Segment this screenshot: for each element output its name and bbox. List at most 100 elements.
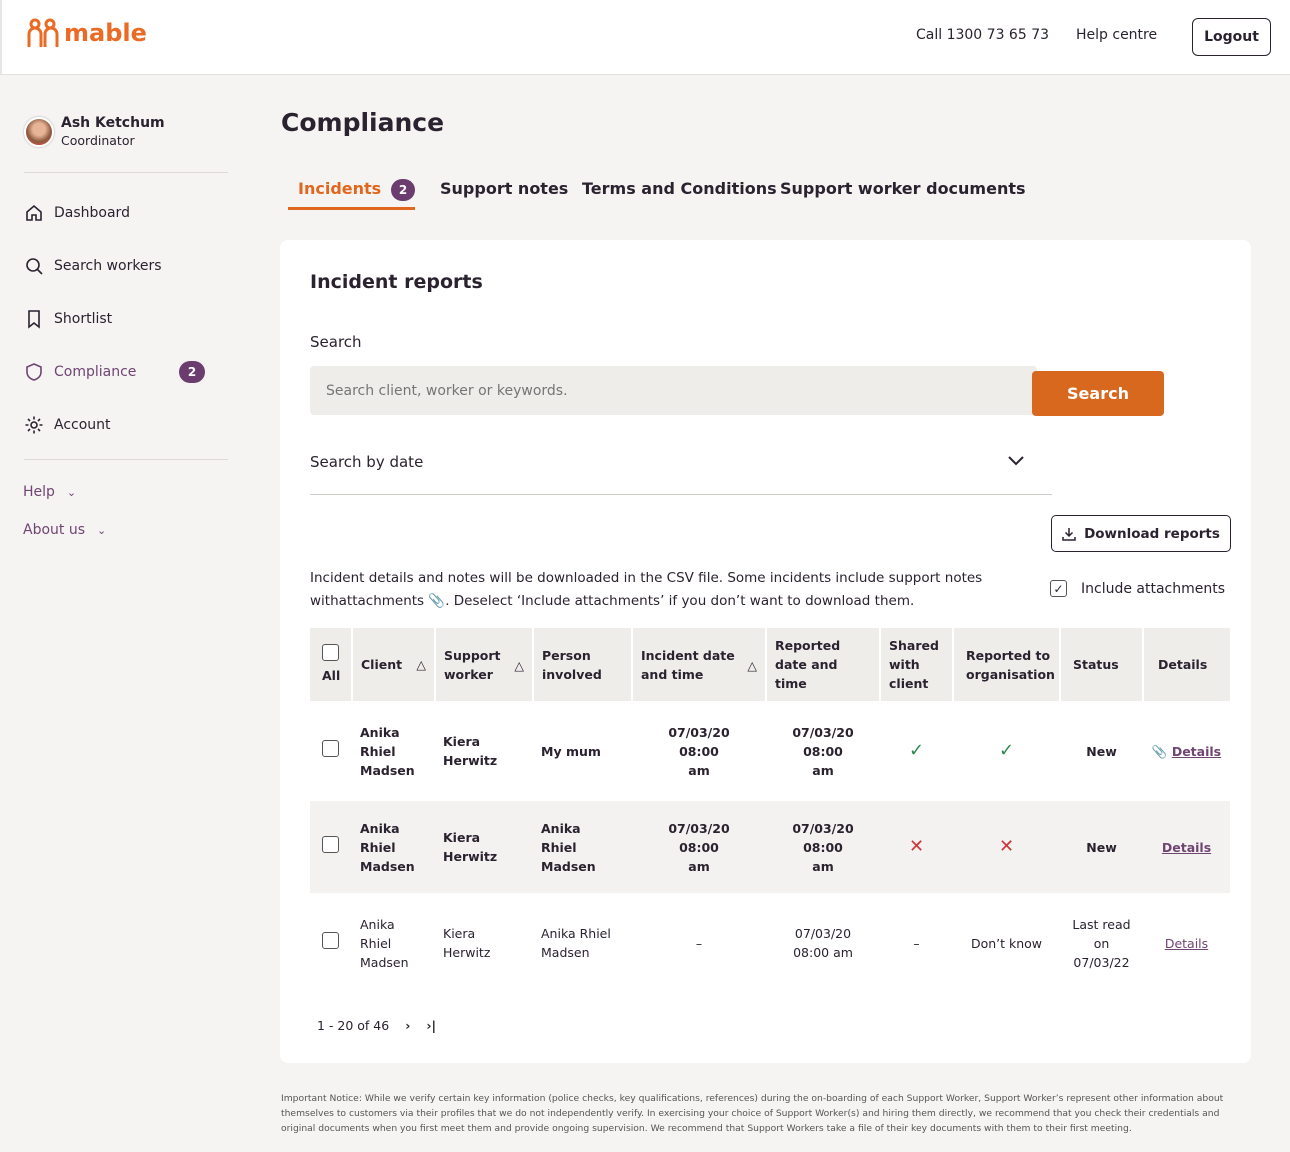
help-menu[interactable]: Help ⌄ <box>23 484 76 500</box>
cross-icon: ✕ <box>908 836 925 857</box>
cell-text: 07/03/20 08:00 am <box>793 926 853 960</box>
info-line-2: withattachments <box>310 593 425 609</box>
cell-text: My mum <box>541 743 601 759</box>
column-client[interactable]: Client △ <box>352 628 436 701</box>
cell-text: Anika Rhiel Madsen <box>360 724 415 778</box>
details-link[interactable]: Details <box>1171 743 1222 759</box>
cell-reported-date: 07/03/20 08:00 am <box>766 893 880 993</box>
header-label: Reported date and time <box>775 638 841 691</box>
cell-incident-date: 07/03/20 08:00 am <box>632 701 766 801</box>
check-icon: ✓ <box>908 740 925 761</box>
column-person-involved: Person involved <box>533 628 633 701</box>
header-label: Shared with client <box>889 638 939 691</box>
sidebar-item-shortlist[interactable]: Shortlist <box>24 309 209 329</box>
row-select[interactable] <box>310 701 352 801</box>
include-attachments-label: Include attachments <box>1081 580 1226 597</box>
column-reported-date: Reported date and time <box>766 628 881 701</box>
download-icon <box>1062 527 1076 541</box>
cell-support-worker: Kiera Herwitz <box>435 893 533 993</box>
row-checkbox[interactable] <box>322 836 339 853</box>
cell-reported-to-organisation: Don’t know <box>953 893 1060 993</box>
divider <box>24 459 228 460</box>
sort-icon[interactable]: △ <box>416 657 426 672</box>
cell-text: Anika Rhiel Madsen <box>541 926 611 960</box>
tab-label: Incidents <box>298 179 382 198</box>
about-label: About us <box>23 522 86 538</box>
row-select[interactable] <box>310 801 352 893</box>
checkbox-checked[interactable]: ✓ <box>1050 580 1067 597</box>
help-centre-link[interactable]: Help centre <box>1076 27 1158 43</box>
chevron-down-icon <box>1008 456 1024 466</box>
help-label: Help <box>23 484 55 500</box>
column-incident-date[interactable]: Incident date and time △ <box>632 628 767 701</box>
about-menu[interactable]: About us ⌄ <box>23 522 106 538</box>
search-button[interactable]: Search <box>1032 371 1164 416</box>
sidebar-item-account[interactable]: Account <box>24 415 209 435</box>
sidebar-item-search-workers[interactable]: Search workers <box>24 256 209 276</box>
select-all-checkbox[interactable] <box>322 644 339 661</box>
important-notice: Important Notice: While we verify certai… <box>281 1093 1224 1134</box>
cell-client: Anika Rhiel Madsen <box>352 893 435 993</box>
gear-icon <box>25 416 43 434</box>
table-row: Anika Rhiel Madsen Kiera Herwitz My mum … <box>310 701 1230 801</box>
cell-text: Kiera Herwitz <box>443 926 491 960</box>
logout-button[interactable]: Logout <box>1192 18 1271 56</box>
tab-support-worker-documents[interactable]: Support worker documents <box>780 179 1026 198</box>
page-title: Compliance <box>281 108 445 137</box>
cell-support-worker: Kiera Herwitz <box>435 801 533 893</box>
chevron-right-icon[interactable]: › <box>405 1018 411 1033</box>
header-label: Client <box>361 657 403 672</box>
all-label: All <box>322 668 341 683</box>
last-page-icon[interactable]: ›| <box>426 1018 437 1033</box>
cell-person-involved: Anika Rhiel Madsen <box>533 893 632 993</box>
row-checkbox[interactable] <box>322 740 339 757</box>
cell-reported-date: 07/03/20 08:00 am <box>766 701 880 801</box>
cell-person-involved: Anika Rhiel Madsen <box>533 801 632 893</box>
cell-text: 07/03/20 08:00 am <box>792 820 854 874</box>
cell-text: Kiera Herwitz <box>443 734 498 768</box>
search-by-date-dropdown[interactable]: Search by date <box>310 440 1052 495</box>
cell-incident-date: – <box>632 893 766 993</box>
cell-reported-date: 07/03/20 08:00 am <box>766 801 880 893</box>
sidebar-item-compliance[interactable]: Compliance 2 <box>24 361 209 383</box>
status-text: New <box>1086 743 1117 759</box>
table-header-row: All Client △ Support worker △ Person invo… <box>310 628 1230 701</box>
cell-text: 07/03/20 08:00 am <box>792 724 854 778</box>
tab-incidents[interactable]: Incidents 2 <box>288 179 415 210</box>
cell-support-worker: Kiera Herwitz <box>435 701 533 801</box>
sort-icon[interactable]: △ <box>747 657 757 673</box>
cell-text: – <box>695 935 703 951</box>
include-attachments-checkbox[interactable]: ✓ Include attachments <box>1050 580 1225 597</box>
select-all-header[interactable]: All <box>310 628 353 701</box>
call-link[interactable]: Call 1300 73 65 73 <box>916 27 1050 43</box>
sort-icon[interactable]: △ <box>514 657 524 673</box>
search-input[interactable] <box>310 366 1037 415</box>
details-link[interactable]: Details <box>1161 839 1212 855</box>
pagination-range: 1 - 20 of 46 <box>317 1018 390 1033</box>
sidebar-item-dashboard[interactable]: Dashboard <box>24 203 209 223</box>
sidebar-item-label: Search workers <box>54 258 162 274</box>
mable-logo[interactable]: mable <box>26 18 147 48</box>
cell-shared-with-client: – <box>880 893 953 993</box>
header-label: Status <box>1073 657 1119 672</box>
chevron-down-icon: ⌄ <box>66 485 77 499</box>
tab-terms-and-conditions[interactable]: Terms and Conditions <box>582 179 777 198</box>
row-select[interactable] <box>310 893 352 993</box>
user-name: Ash Ketchum <box>61 115 165 131</box>
divider <box>24 172 228 173</box>
header-label: Support worker <box>444 647 501 682</box>
tab-support-notes[interactable]: Support notes <box>440 179 569 198</box>
cell-client: Anika Rhiel Madsen <box>352 701 435 801</box>
pagination: 1 - 20 of 46 › ›| <box>317 1018 436 1033</box>
sidebar-item-label: Compliance <box>54 364 137 380</box>
cross-icon: ✕ <box>998 836 1015 857</box>
header-label: Person involved <box>542 647 602 682</box>
cell-shared-with-client: ✕ <box>880 801 953 893</box>
column-support-worker[interactable]: Support worker △ <box>435 628 534 701</box>
download-reports-button[interactable]: Download reports <box>1051 515 1231 552</box>
row-checkbox[interactable] <box>322 932 339 949</box>
download-label: Download reports <box>1084 525 1220 542</box>
details-link[interactable]: Details <box>1164 935 1209 951</box>
sidebar-item-label: Shortlist <box>54 311 113 327</box>
incidents-table: All Client △ Support worker △ Person invo… <box>310 628 1230 993</box>
